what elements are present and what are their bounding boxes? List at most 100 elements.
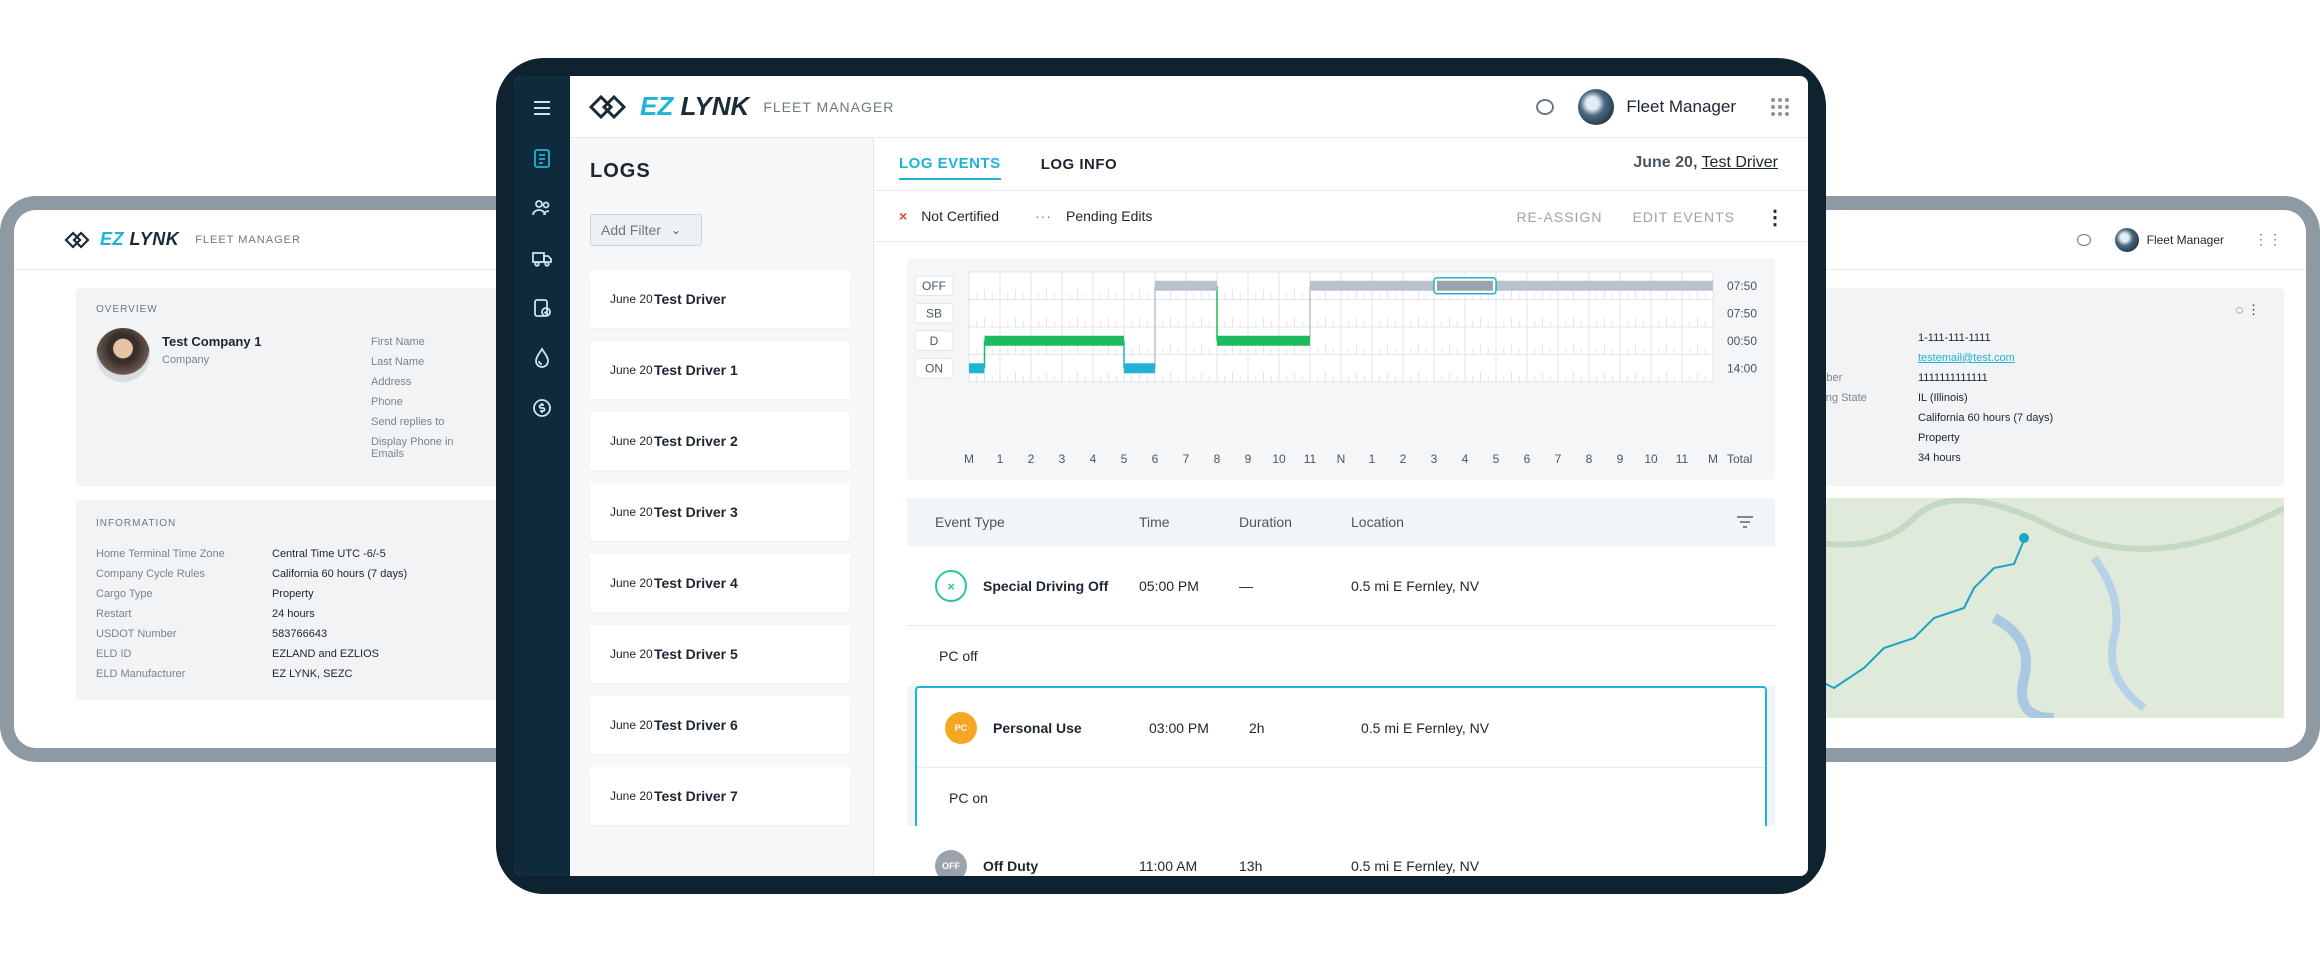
tab-log-events[interactable]: LOG EVENTS <box>899 149 1001 180</box>
col-time[interactable]: Time <box>1139 514 1170 530</box>
pending-edits-status[interactable]: Pending Edits <box>1066 208 1153 224</box>
overview-field-phone: Phone <box>371 396 403 408</box>
compliance-nav-icon[interactable] <box>522 288 562 328</box>
apps-grid-icon[interactable] <box>1770 97 1790 117</box>
chart-row-total: 00:50 <box>1727 334 1757 348</box>
billing-nav-icon[interactable] <box>522 388 562 428</box>
log-list-item[interactable]: June 20 Test Driver <box>590 270 850 328</box>
event-row-summary: × Special Driving Off 05:00 PM — 0.5 mi … <box>907 546 1775 626</box>
events-table: Event Type Time Duration Location × Spec… <box>907 498 1775 876</box>
log-list-item[interactable]: June 20 Test Driver 3 <box>590 483 850 541</box>
event-time: 11:00 AM <box>1139 858 1198 874</box>
right-card-actions[interactable]: ◌ ⋮ <box>2235 302 2260 317</box>
log-driver-link[interactable]: Test Driver <box>1701 154 1778 171</box>
log-item-driver: Test Driver 5 <box>654 646 738 662</box>
event-type: Special Driving Off <box>983 578 1109 594</box>
tab-log-info[interactable]: LOG INFO <box>1040 155 1118 173</box>
log-list-item[interactable]: June 20 Test Driver 7 <box>590 767 850 825</box>
log-item-date: June 20 <box>610 647 653 661</box>
chat-icon[interactable] <box>2076 233 2091 246</box>
chart-x-tick-label: 3 <box>1431 452 1438 466</box>
edit-events-button[interactable]: EDIT EVENTS <box>1632 209 1735 225</box>
logs-panel: LOGS Add Filter ⌄ June 20 Test Driver Ju… <box>570 138 874 876</box>
log-list-item[interactable]: June 20 Test Driver 2 <box>590 412 850 470</box>
ez-lynk-logo-icon <box>64 230 90 249</box>
fuel-nav-icon[interactable] <box>522 338 562 378</box>
info-label: Home Terminal Time Zone <box>96 548 225 560</box>
log-list-item[interactable]: June 20 Test Driver 5 <box>590 625 850 683</box>
chart-x-tick-label: 5 <box>1493 452 1500 466</box>
info-label: Cargo Type <box>96 588 153 600</box>
chart-row-label-box <box>914 358 954 379</box>
vehicles-nav-icon[interactable] <box>522 238 562 278</box>
log-list-item[interactable]: June 20 Test Driver 1 <box>590 341 850 399</box>
chart-x-tick-label: M <box>964 452 974 466</box>
event-location: 0.5 mi E Fernley, NV <box>1351 858 1480 874</box>
overview-field-display-phone: Display Phone in Emails <box>371 436 454 460</box>
chart-x-tick-label: 1 <box>997 452 1004 466</box>
topbar: EZ LYNK FLEET MANAGER Fleet Manager <box>570 76 1808 138</box>
chart-row-label-box <box>914 275 954 296</box>
col-duration[interactable]: Duration <box>1239 514 1292 530</box>
menu-icon[interactable] <box>522 88 562 128</box>
log-list-item[interactable]: June 20 Test Driver 4 <box>590 554 850 612</box>
info-value: EZ LYNK, SEZC <box>272 668 353 680</box>
log-item-date: June 20 <box>610 434 653 448</box>
event-duration: — <box>1239 578 1253 594</box>
user-avatar[interactable] <box>1578 88 1615 125</box>
event-note: PC off <box>939 648 978 664</box>
log-item-date: June 20 <box>610 505 653 519</box>
chart-x-tick-label: 6 <box>1524 452 1531 466</box>
info-label: USDOT Number <box>96 628 177 640</box>
add-filter-button[interactable]: Add Filter ⌄ <box>590 214 702 246</box>
duty-status-chart: OFF SB D ON 07:50 07:50 00:50 14:00 M 1 2 3 4 5 6 7 8 9 10… <box>907 258 1775 480</box>
right-user-avatar[interactable] <box>2114 227 2139 252</box>
right-detail-value: IL (Illinois) <box>1918 392 1968 404</box>
event-icon-text: OFF <box>942 861 960 871</box>
right-detail-value: 1-111-111-1111 <box>1918 332 1991 344</box>
reassign-button[interactable]: RE-ASSIGN <box>1516 209 1603 225</box>
chart-x-tick-label: 8 <box>1586 452 1593 466</box>
col-event-type[interactable]: Event Type <box>935 514 1005 530</box>
right-details-card: ◌ ⋮ 1-111-111-1111 testemail@test.come N… <box>1794 288 2284 486</box>
chart-total-label: Total <box>1727 452 1752 466</box>
chart-status-segment <box>969 363 985 374</box>
company-name: Test Company 1 <box>162 334 262 349</box>
event-row[interactable]: × Special Driving Off 05:00 PM — 0.5 mi … <box>907 546 1775 686</box>
col-location[interactable]: Location <box>1351 514 1404 530</box>
right-user-name[interactable]: Fleet Manager <box>2146 232 2224 247</box>
chat-icon[interactable] <box>1536 98 1555 115</box>
info-value: Central Time UTC -6/-5 <box>272 548 386 560</box>
chart-row-label: ON <box>925 361 943 375</box>
apps-grid-icon[interactable]: ⋮⋮ <box>2254 231 2282 247</box>
log-item-date: June 20 <box>610 363 653 377</box>
logs-nav-icon[interactable] <box>522 138 562 178</box>
log-list-item[interactable]: June 20 Test Driver 6 <box>590 696 850 754</box>
company-avatar <box>96 328 150 382</box>
info-label: ELD Manufacturer <box>96 668 186 680</box>
drivers-nav-icon[interactable] <box>522 188 562 228</box>
route-map <box>1794 498 2284 718</box>
event-status-icon: PC <box>945 712 977 744</box>
event-row-summary: PC Personal Use 03:00 PM 2h 0.5 mi E Fer… <box>917 688 1765 768</box>
event-row[interactable]: PC Personal Use 03:00 PM 2h 0.5 mi E Fer… <box>915 686 1767 830</box>
chart-x-tick-label: 4 <box>1462 452 1469 466</box>
chart-status-segment <box>1124 363 1155 374</box>
info-label: Restart <box>96 608 132 620</box>
kebab-menu-icon[interactable]: ⋮ <box>1765 206 1786 229</box>
filter-icon[interactable] <box>1735 512 1755 532</box>
left-brand: EZ LYNK <box>100 229 180 249</box>
log-item-date: June 20 <box>610 718 653 732</box>
user-name[interactable]: Fleet Manager <box>1626 96 1736 116</box>
event-type: Personal Use <box>993 720 1082 736</box>
log-content: LOG EVENTS LOG INFO June 20, Test Driver… <box>875 138 1808 876</box>
overview-field-send-replies: Send replies to <box>371 416 445 428</box>
chart-x-tick-label: 2 <box>1028 452 1035 466</box>
log-item-driver: Test Driver 6 <box>654 717 738 733</box>
right-detail-value[interactable]: testemail@test.com <box>1918 352 2015 364</box>
event-row[interactable]: OFF Off Duty 11:00 AM 13h 0.5 mi E Fernl… <box>907 826 1775 876</box>
chart-row-label: OFF <box>922 279 946 293</box>
right-tablet-screen: Fleet Manager ⋮⋮ ◌ ⋮ 1-111-111-1111 test… <box>1794 210 2306 748</box>
chevron-down-icon: ⌄ <box>670 223 681 237</box>
log-item-date: June 20 <box>610 292 653 306</box>
